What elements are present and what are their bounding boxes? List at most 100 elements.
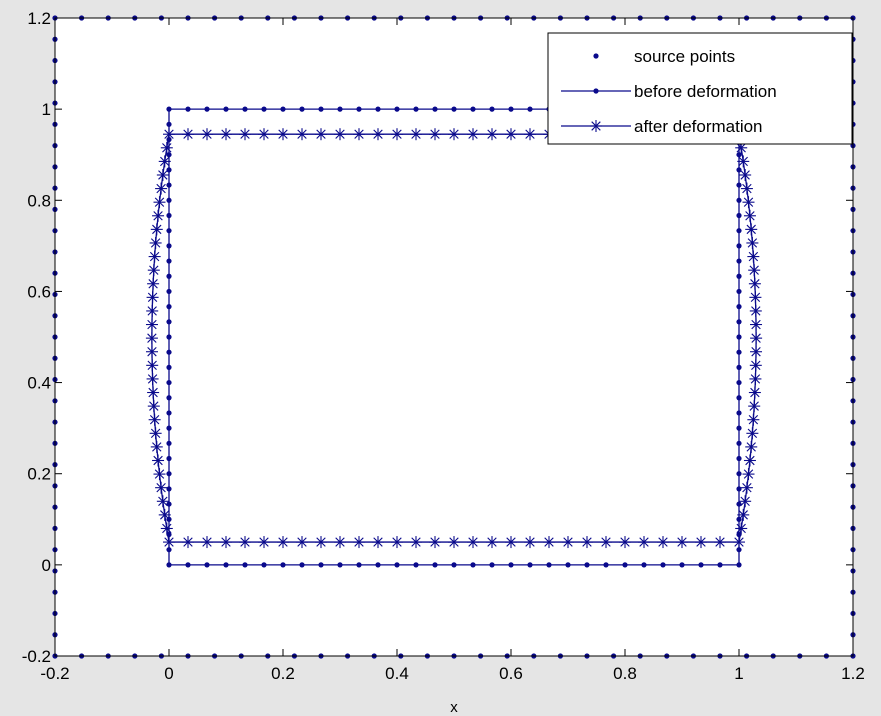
data-point [736, 152, 742, 158]
data-point [508, 106, 514, 112]
data-point [736, 197, 742, 203]
data-point [277, 536, 289, 549]
data-point [394, 562, 400, 568]
data-point [166, 243, 172, 249]
data-point [742, 196, 755, 209]
data-point [749, 359, 762, 372]
data-point [748, 264, 761, 277]
data-point [543, 536, 555, 549]
data-point [698, 562, 704, 568]
data-point [600, 536, 612, 549]
data-point [489, 562, 495, 568]
data-point [736, 440, 742, 446]
data-point [448, 536, 460, 549]
data-point [740, 481, 753, 494]
data-point [166, 395, 172, 401]
data-point [223, 562, 229, 568]
data-point [733, 536, 745, 549]
data-point [736, 471, 742, 477]
y-tick-label: 1 [42, 100, 51, 119]
data-point [619, 536, 631, 549]
data-point [152, 209, 165, 222]
data-point [746, 427, 759, 440]
data-point [641, 562, 647, 568]
data-point [166, 182, 172, 188]
data-point [470, 562, 476, 568]
data-point [185, 562, 191, 568]
data-point [451, 562, 457, 568]
data-point [736, 319, 742, 325]
data-point [337, 562, 343, 568]
data-point [391, 536, 403, 549]
data-point [391, 128, 403, 141]
data-point [145, 318, 158, 331]
data-point [747, 413, 760, 426]
data-point [150, 440, 163, 453]
data-point [546, 562, 552, 568]
data-point [581, 536, 593, 549]
data-point [220, 536, 232, 549]
data-point [166, 121, 172, 127]
y-tick-label: -0.2 [22, 647, 51, 666]
x-tick-label: 1 [734, 664, 743, 683]
data-point [737, 155, 750, 168]
data-point [166, 471, 172, 477]
data-point [505, 536, 517, 549]
data-point [160, 141, 173, 154]
data-point [739, 168, 752, 181]
data-point [147, 386, 160, 399]
data-point [486, 536, 498, 549]
data-point [166, 304, 172, 310]
y-tick-label: 0.4 [27, 374, 51, 393]
data-point [258, 128, 270, 141]
data-point [736, 228, 742, 234]
data-point [146, 359, 159, 372]
legend-marker-source-points [593, 53, 599, 59]
data-point [150, 223, 163, 236]
data-point [429, 128, 441, 141]
data-point [155, 182, 168, 195]
data-point [486, 128, 498, 141]
data-point [746, 236, 759, 249]
data-point [204, 562, 210, 568]
data-point [239, 536, 251, 549]
data-point [736, 395, 742, 401]
data-point [736, 364, 742, 370]
data-point [242, 562, 248, 568]
data-point [467, 128, 479, 141]
data-point [736, 334, 742, 340]
data-point [163, 128, 175, 141]
data-point [740, 182, 753, 195]
data-point [166, 425, 172, 431]
data-point [166, 455, 172, 462]
data-point [166, 501, 172, 507]
x-tick-label: 0 [164, 664, 173, 683]
data-point [166, 106, 172, 112]
legend-asterisk-glyph [590, 120, 602, 132]
data-point [745, 440, 758, 453]
data-point [280, 562, 286, 568]
data-point [737, 508, 750, 521]
data-point [747, 250, 760, 263]
legend-label-source-points: source points [634, 47, 735, 66]
data-point [201, 128, 213, 141]
legend-label-before-deformation: before deformation [634, 82, 777, 101]
data-point [166, 212, 172, 219]
data-point [148, 250, 161, 263]
data-point [749, 304, 762, 317]
data-point [750, 332, 763, 345]
data-point [375, 106, 381, 112]
data-point [432, 106, 438, 112]
data-point [166, 273, 172, 279]
data-point [562, 536, 574, 549]
data-point [448, 128, 460, 141]
data-point [166, 334, 172, 340]
data-point [261, 106, 267, 112]
data-point [353, 536, 365, 549]
data-point [735, 522, 748, 535]
data-point [736, 182, 742, 188]
data-point [410, 536, 422, 549]
data-point [166, 319, 172, 325]
data-point [736, 258, 742, 264]
data-point [353, 128, 365, 141]
